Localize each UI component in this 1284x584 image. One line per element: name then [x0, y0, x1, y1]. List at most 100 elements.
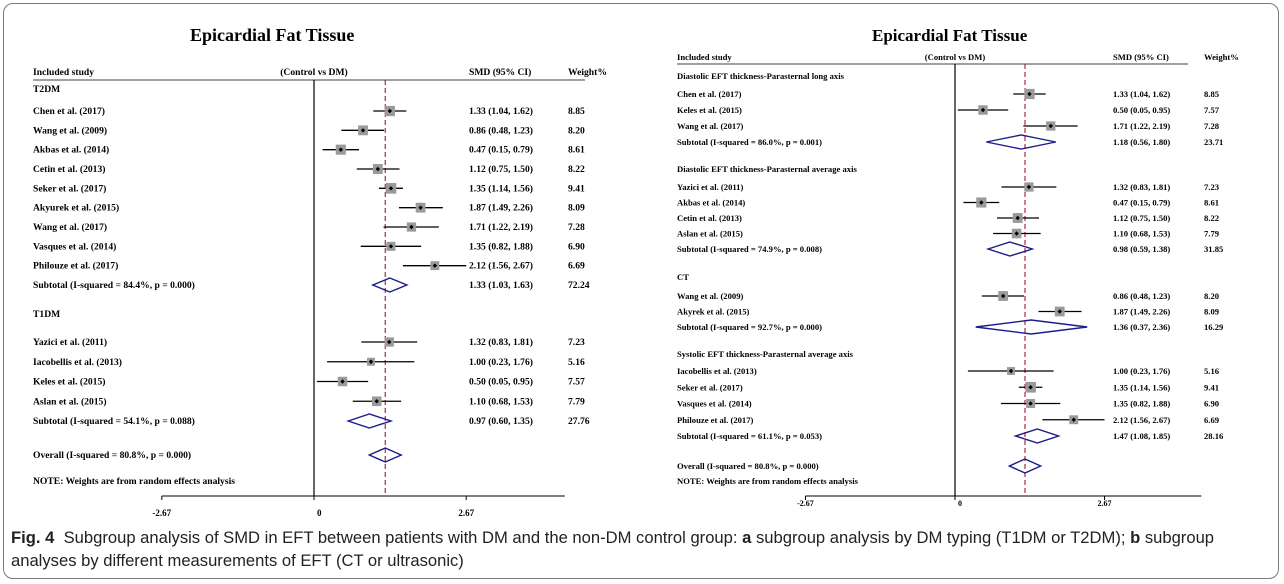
panel-a-study-ci: 1.35 (0.82, 1.88): [469, 241, 533, 252]
panel-b-point-estimate: [1071, 417, 1076, 422]
panel-a-point-estimate: [418, 205, 423, 210]
panel-a-x-tick-label: 0: [317, 508, 322, 518]
panel-b-study-ci: 1.33 (1.04, 1.62): [1113, 89, 1170, 99]
panel-b-point-estimate: [979, 200, 984, 205]
figure-caption: Fig. 4 Subgroup analysis of SMD in EFT b…: [11, 526, 1273, 572]
caption-panel-b: b: [1130, 528, 1141, 547]
panel-b-header-comparison: (Control vs DM): [925, 52, 986, 62]
panel-a-study-ci: 1.00 (0.23, 1.76): [469, 357, 533, 368]
panel-b-study-weight: 6.90: [1204, 399, 1219, 409]
panel-b-study-weight: 7.79: [1204, 229, 1219, 239]
panel-a-point-estimate: [375, 166, 381, 172]
panel-a-study-weight: 6.69: [568, 261, 585, 272]
panel-a-note: NOTE: Weights are from random effects an…: [33, 476, 235, 487]
panel-b-header-weight: Weight%: [1204, 52, 1239, 62]
panel-a-point-estimate: [368, 359, 374, 364]
panel-b-point-estimate: [1026, 184, 1032, 190]
panel-b-subtotal-diamond: [1013, 428, 1061, 444]
panel-b-study-ci: 0.50 (0.05, 0.95): [1113, 105, 1170, 115]
panel-b-subtotal-label: Subtotal (I-squared = 61.1%, p = 0.053): [677, 431, 822, 441]
panel-a-subtotal-ci: 1.33 (1.03, 1.63): [469, 280, 533, 291]
panel-b-group-label: Diastolic EFT thickness-Parasternal aver…: [677, 164, 857, 174]
panel-a-overall-label: Overall (I-squared = 80.8%, p = 0.000): [33, 450, 191, 461]
panel-b-study-name: Aslan et al. (2015): [677, 229, 743, 239]
panel-b-study-name: Cetin et al. (2013): [677, 213, 742, 223]
panel-b-study-ci: 1.10 (0.68, 1.53): [1113, 229, 1170, 239]
panel-a-point-estimate: [388, 244, 394, 249]
panel-b-study-weight: 7.28: [1204, 121, 1220, 131]
panel-b-study-ci: 1.71 (1.22, 2.19): [1113, 121, 1170, 131]
panel-b-group-label: Systolic EFT thickness-Parasternal avera…: [677, 349, 854, 359]
panel-b-study-name: Keles et al. (2015): [677, 105, 742, 115]
panel-b-overall-diamond: [1007, 458, 1043, 474]
panel-b-study-ci: 0.47 (0.15, 0.79): [1113, 198, 1170, 208]
panel-b-note: NOTE: Weights are from random effects an…: [677, 476, 859, 486]
panel-b-point-estimate: [1015, 215, 1020, 221]
panel-b-point-estimate: [1027, 91, 1032, 97]
panel-a-study-ci: 0.47 (0.15, 0.79): [469, 145, 533, 156]
panel-a-subtotal-diamond: [345, 413, 394, 429]
panel-a-study-ci: 2.12 (1.56, 2.67): [469, 261, 533, 272]
panel-b-subtotal-diamond: [985, 241, 1035, 257]
panel-a-study-name: Keles et al. (2015): [33, 377, 105, 388]
panel-b-study-weight: 5.16: [1204, 366, 1220, 376]
panel-b-study-weight: 6.69: [1204, 415, 1219, 425]
panel-a-study-name: Akbas et al. (2014): [33, 145, 109, 156]
panel-a-study-weight: 5.16: [568, 357, 585, 368]
panel-b-study-weight: 8.22: [1204, 213, 1219, 223]
caption-text-3: subgroup analyses by different measureme…: [11, 528, 1215, 570]
panel-b-subtotal-label: Subtotal (I-squared = 74.9%, p = 0.008): [677, 244, 822, 254]
panel-a-study-name: Aslan et al. (2015): [33, 396, 107, 407]
panel-a-study-weight: 8.20: [568, 125, 585, 136]
panel-a-point-estimate: [388, 186, 394, 191]
panel-b-study-ci: 1.00 (0.23, 1.76): [1113, 366, 1170, 376]
panel-a-x-tick-label: -2.67: [152, 508, 171, 518]
panel-b-study-weight: 8.20: [1204, 291, 1219, 301]
panel-a-point-estimate: [360, 128, 366, 133]
panel-a-study-weight: 8.61: [568, 145, 585, 156]
panel-a-header-smd: SMD (95% CI): [469, 67, 531, 78]
panel-b-study-weight: 7.57: [1204, 105, 1220, 115]
panel-b-x-tick-label: -2.67: [797, 499, 814, 508]
panel-a-study-name: Yazici et al. (2011): [33, 337, 107, 348]
panel-b-subtotal-diamond: [975, 319, 1088, 335]
panel-b-study-name: Wang et al. (2017): [677, 121, 743, 131]
panel-b-study-name: Wang et al. (2009): [677, 291, 743, 301]
panel-b-study-weight: 9.41: [1204, 382, 1219, 392]
panel-a-x-tick-label: 2.67: [458, 508, 474, 518]
panel-b-subtotal-weight: 28.16: [1204, 431, 1224, 441]
panel-b-point-estimate: [1048, 123, 1053, 129]
panel-b-group-label: CT: [677, 272, 689, 282]
panel-b-overall-label: Overall (I-squared = 80.8%, p = 0.000): [677, 461, 819, 471]
panel-a-header-weight: Weight%: [568, 67, 607, 78]
panel-b-subtotal-ci: 1.18 (0.56, 1.80): [1113, 137, 1170, 147]
caption-text-1: Subgroup analysis of SMD in EFT between …: [63, 528, 743, 547]
panel-b-study-name: Yazici et al. (2011): [677, 182, 743, 192]
caption-text-2: subgroup analysis by DM typing (T1DM or …: [751, 528, 1131, 547]
panel-a-point-estimate: [340, 379, 345, 384]
panel-b-study-ci: 0.86 (0.48, 1.23): [1113, 291, 1170, 301]
figure-frame: [3, 3, 1279, 579]
panel-a-study-weight: 8.22: [568, 164, 585, 175]
panel-a-study-weight: 9.41: [568, 183, 585, 194]
panel-a-study-name: Seker et al. (2017): [33, 183, 106, 194]
panel-a-subtotal-label: Subtotal (I-squared = 54.1%, p = 0.088): [33, 416, 195, 427]
panel-a-study-ci: 1.33 (1.04, 1.62): [469, 106, 533, 117]
panel-b-subtotal-ci: 0.98 (0.59, 1.38): [1113, 244, 1170, 254]
panel-a-point-estimate: [374, 399, 379, 404]
panel-b-group-label: Diastolic EFT thickness-Parasternal long…: [677, 71, 845, 81]
panel-a-study-weight: 6.90: [568, 241, 585, 252]
panel-a-study-ci: 1.71 (1.22, 2.19): [469, 222, 533, 233]
panel-b-study-ci: 1.32 (0.83, 1.81): [1113, 182, 1170, 192]
panel-b-point-estimate: [1014, 231, 1019, 236]
panel-b-study-name: Iacobellis et al. (2013): [677, 366, 757, 376]
panel-b-study-ci: 2.12 (1.56, 2.67): [1113, 415, 1170, 425]
panel-a-study-name: Iacobellis et al. (2013): [33, 357, 122, 368]
panel-b-subtotal-diamond: [986, 134, 1056, 150]
panel-a-study-name: Wang et al. (2017): [33, 222, 107, 233]
panel-a-subtotal-label: Subtotal (I-squared = 84.4%, p = 0.000): [33, 280, 195, 291]
panel-b-header-study: Included study: [677, 52, 732, 62]
panel-a-header-study: Included study: [33, 67, 94, 78]
panel-a-study-name: Philouze et al. (2017): [33, 261, 118, 272]
panel-a-study-name: Wang et al. (2009): [33, 125, 107, 136]
